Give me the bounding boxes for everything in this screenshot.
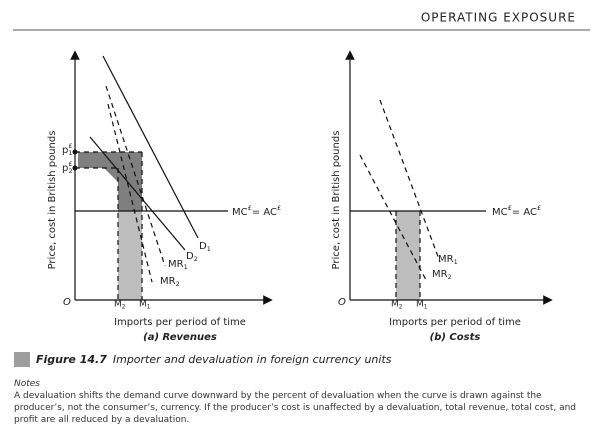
price-label: p [62,145,68,156]
price-label: 1 [68,149,72,157]
price-label: p [62,163,68,174]
notes-heading: Notes [14,379,40,389]
quantity-label: 2 [399,305,403,311]
curve-label: MR [438,254,454,265]
origin-label: O [63,297,71,308]
curve-label: 1 [184,263,188,271]
cost-label: £ [508,204,512,212]
cost-label: = AC [252,207,277,218]
curve-label: 2 [176,280,180,288]
curve-label: 1 [207,245,211,253]
notes: Notes A devaluation shifts the demand cu… [14,378,589,426]
area-shade-dark [78,152,142,211]
curve-label: D [199,241,207,252]
area-shade [118,211,142,300]
cost-label: £ [248,204,252,212]
quantity-label: M [416,300,424,310]
curve-label: 2 [448,273,452,281]
curve-label: MR [432,269,448,280]
origin-label: O [338,297,346,308]
caption-text: Importer and devaluation in foreign curr… [113,353,392,366]
curve-label: D [186,251,194,262]
panel-b-lines [345,50,553,305]
notes-text: A devaluation shifts the demand curve do… [14,391,577,425]
caption-number: Figure 14.7 [36,353,107,366]
point [72,165,78,171]
price-label: 2 [68,167,72,175]
price-label: £ [68,142,72,150]
curve-label: MR [160,276,176,287]
price-label: £ [68,160,72,168]
curve-label: MR [168,259,184,270]
cost-label: = AC [512,207,537,218]
x-axis-label: Imports per period of time [114,317,246,328]
y-axis-label: Price, cost in British pounds [47,131,58,270]
quantity-label: 2 [122,305,126,311]
quantity-label: M [139,300,147,310]
cost-label: MC [492,207,508,218]
cost-label: £ [537,204,541,212]
cost-label: £ [277,204,281,212]
curve-label: 2 [194,255,198,263]
quantity-label: M [114,300,122,310]
caption-marker [14,352,30,367]
panel-a-lines [70,50,273,305]
header-title: OPERATING EXPOSURE [421,11,576,25]
area-shade [396,211,420,300]
quantity-label: M [391,300,399,310]
quantity-label: 1 [424,305,428,311]
x-axis-label: Imports per period of time [389,317,521,328]
panel-title: (b) Costs [430,332,481,343]
quantity-label: 1 [147,305,151,311]
point [72,149,78,155]
y-axis-label: Price, cost in British pounds [331,131,342,270]
panel-title: (a) Revenues [143,332,217,343]
cost-label: MC [232,207,248,218]
curve-label: 1 [454,258,458,266]
